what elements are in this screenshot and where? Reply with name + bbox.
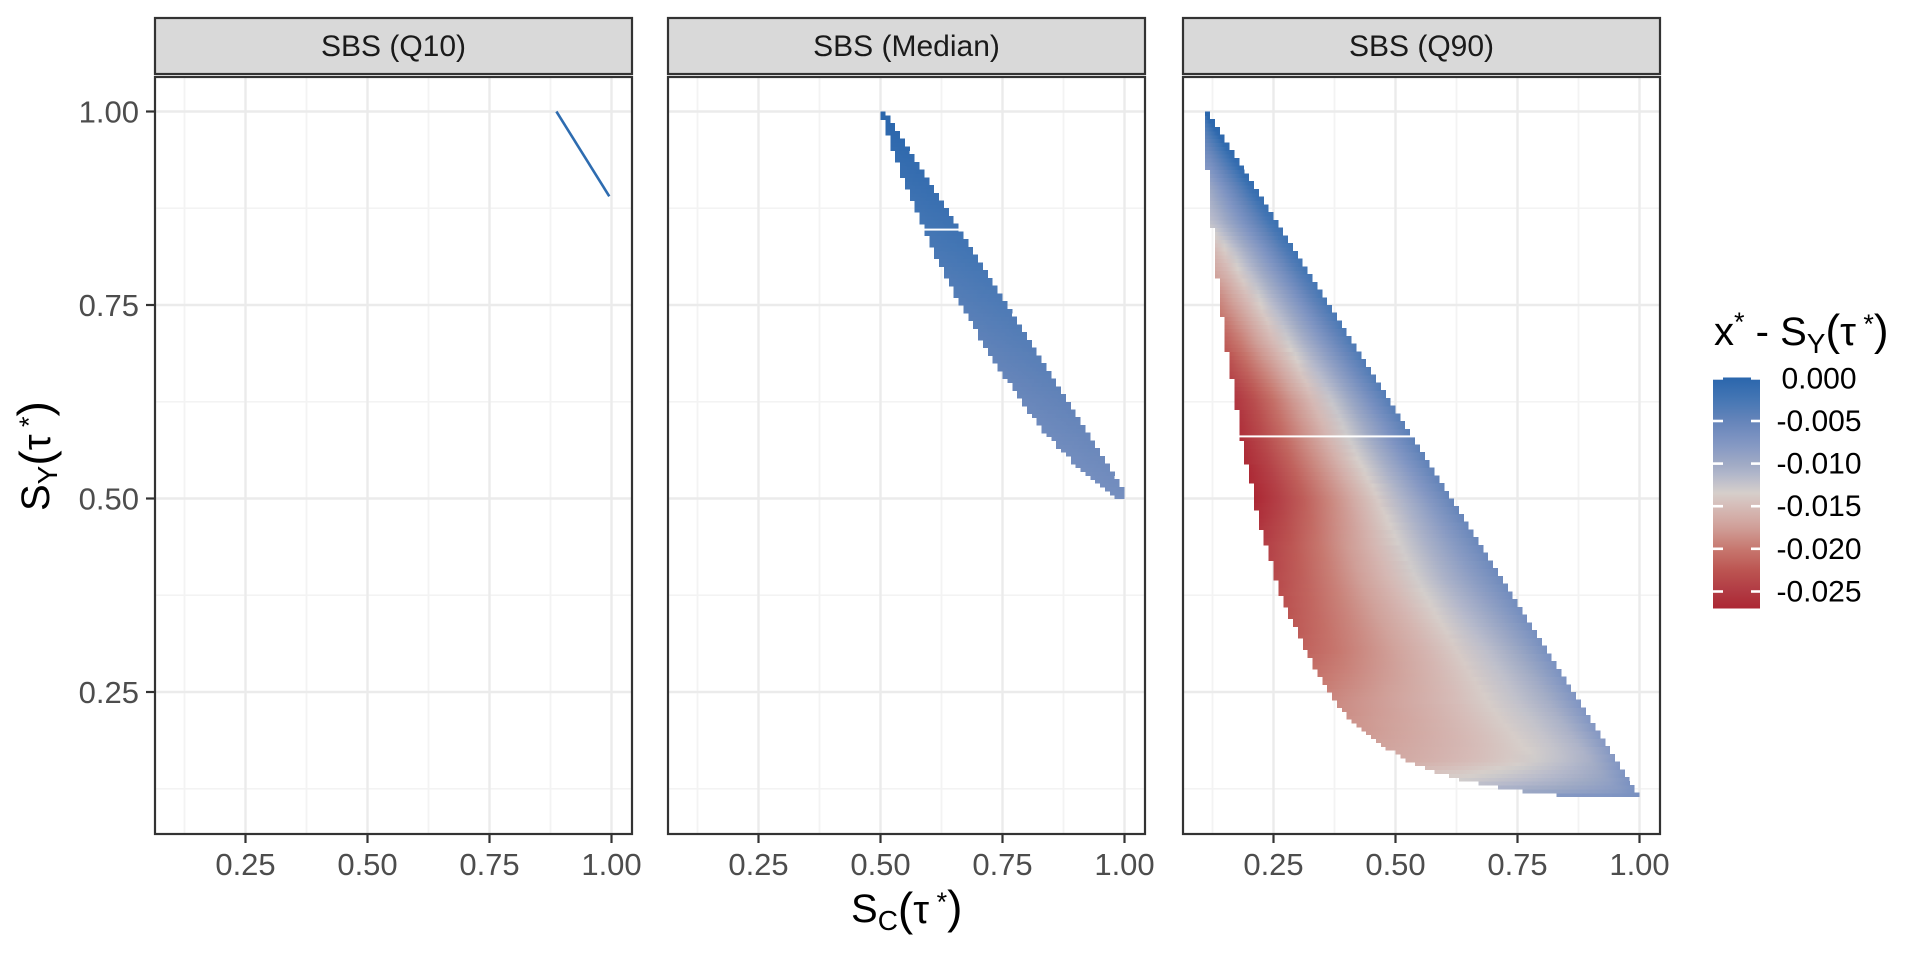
svg-text:0.50: 0.50 (1365, 847, 1425, 882)
svg-text:-0.010: -0.010 (1776, 448, 1861, 481)
svg-text:-0.015: -0.015 (1776, 490, 1861, 523)
svg-text:SBS (Q10): SBS (Q10) (321, 30, 466, 63)
svg-text:0.25: 0.25 (215, 847, 275, 882)
svg-text:1.00: 1.00 (1609, 847, 1669, 882)
svg-text:-0.020: -0.020 (1776, 533, 1861, 566)
svg-text:-0.025: -0.025 (1776, 576, 1861, 609)
svg-text:0.75: 0.75 (459, 847, 519, 882)
svg-text:SBS (Median): SBS (Median) (813, 30, 1000, 63)
svg-text:0.50: 0.50 (79, 482, 139, 517)
svg-text:1.00: 1.00 (581, 847, 641, 882)
svg-text:0.75: 0.75 (972, 847, 1032, 882)
svg-text:0.50: 0.50 (337, 847, 397, 882)
svg-text:SY(τ *): SY(τ *) (8, 401, 63, 511)
svg-text:0.75: 0.75 (1487, 847, 1547, 882)
svg-text:1.00: 1.00 (1094, 847, 1154, 882)
svg-text:-0.005: -0.005 (1776, 405, 1861, 438)
svg-text:0.25: 0.25 (728, 847, 788, 882)
svg-text:SBS (Q90): SBS (Q90) (1349, 30, 1494, 63)
svg-text:0.25: 0.25 (1243, 847, 1303, 882)
svg-text:1.00: 1.00 (79, 95, 139, 130)
svg-text:0.75: 0.75 (79, 288, 139, 323)
svg-text:0.000: 0.000 (1781, 362, 1856, 395)
svg-text:0.25: 0.25 (79, 675, 139, 710)
svg-text:0.50: 0.50 (850, 847, 910, 882)
